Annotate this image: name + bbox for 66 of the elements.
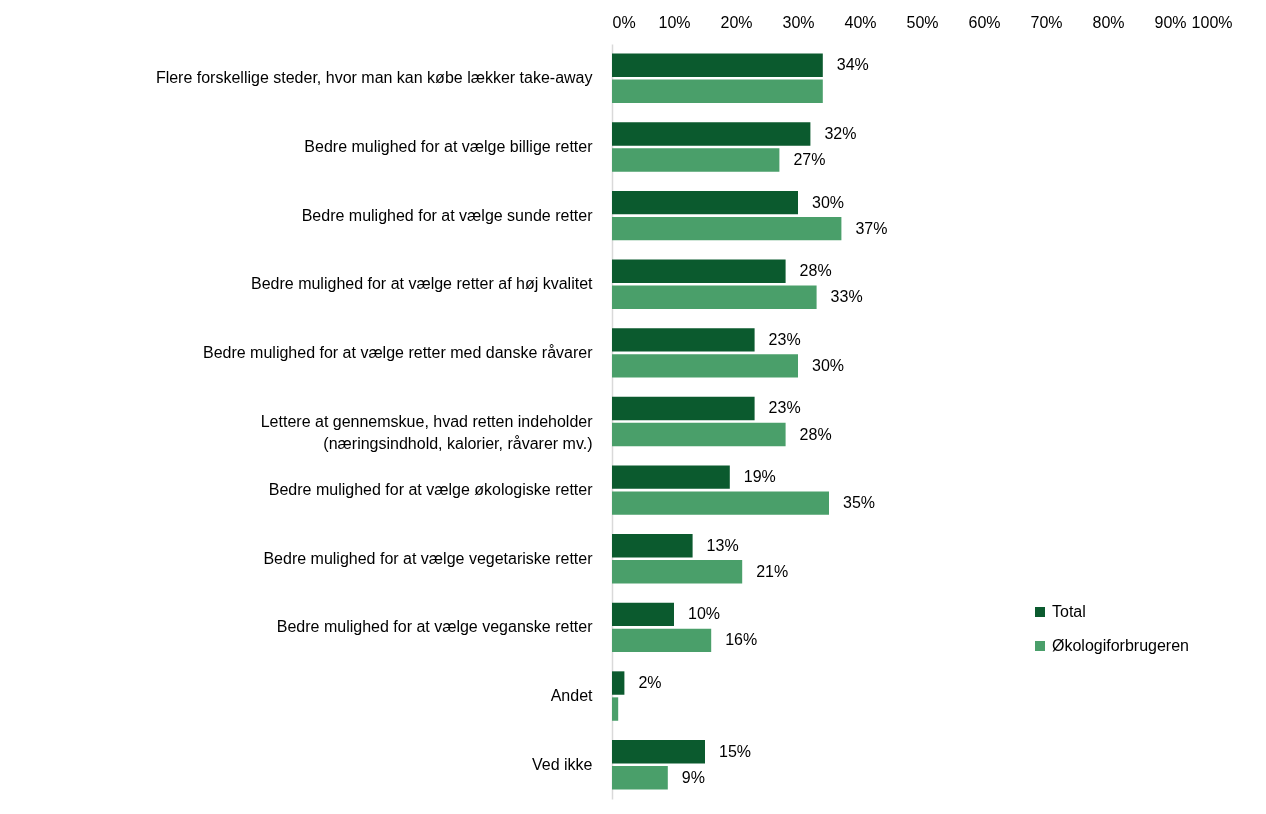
bar (612, 491, 829, 515)
data-label: 28% (799, 425, 832, 443)
bar (612, 628, 712, 653)
legend-label: Økologiforbrugeren (1052, 637, 1189, 654)
x-tick-label: 100% (1191, 13, 1233, 31)
x-tick-label: 90% (1154, 13, 1187, 31)
data-label: 32% (824, 124, 857, 142)
data-label: 2% (638, 674, 662, 692)
bar (612, 739, 705, 764)
x-tick-label: 0% (612, 13, 636, 31)
bar (612, 216, 842, 241)
y-tick-label: Bedre mulighed for at vælge veganske retter (276, 618, 594, 636)
data-label: 23% (768, 399, 801, 417)
y-tick-label: Bedre mulighed for at vælge retter af høj kvalitet (251, 275, 594, 293)
data-label: 28% (799, 262, 832, 280)
y-tick-label: Lettere at gennemskue, hvad retten indeholder (næringsindhold, kalorier, råvarer mv.) (260, 412, 594, 452)
data-label: 19% (743, 468, 776, 486)
y-tick-label: Bedre mulighed for at vælge retter med danske råvarer (202, 343, 594, 361)
y-tick-label: Flere forskellige steder, hvor man kan købe lækker take-away (155, 69, 593, 87)
bar (612, 422, 786, 447)
y-tick-label: Bedre mulighed for at vælge vegetariske retter (263, 549, 594, 567)
y-tick-label: Bedre mulighed for at vælge billige retter (304, 137, 594, 155)
bar (612, 285, 817, 309)
data-label: 16% (725, 631, 758, 649)
legend-label: Total (1052, 603, 1086, 620)
x-tick-label: 10% (658, 13, 691, 31)
bar (612, 671, 625, 695)
x-tick-label: 20% (720, 13, 753, 31)
data-label: 10% (688, 605, 721, 623)
bar (612, 122, 811, 146)
bar (612, 697, 619, 721)
data-label: 33% (830, 288, 863, 306)
y-tick-label: Bedre mulighed for at vælge sunde retter (301, 206, 594, 224)
bar (612, 354, 798, 378)
bar (612, 465, 730, 489)
bar (612, 602, 674, 627)
bar (612, 560, 743, 584)
bar (612, 190, 798, 215)
x-tick-label: 40% (844, 13, 877, 31)
data-label: 37% (855, 219, 888, 237)
x-tick-label: 70% (1030, 13, 1063, 31)
data-label: 21% (756, 562, 789, 580)
bar (612, 534, 693, 558)
data-label: 30% (812, 356, 845, 374)
bar (612, 765, 668, 790)
y-tick-label: Bedre mulighed for at vælge økologiske retter (268, 481, 594, 499)
bar (612, 396, 755, 421)
bar (612, 79, 823, 104)
x-tick-label: 80% (1092, 13, 1125, 31)
x-tick-label: 50% (906, 13, 939, 31)
data-label: 15% (719, 742, 752, 760)
bar (612, 328, 755, 352)
data-label: 35% (843, 494, 876, 512)
data-label: 9% (681, 768, 705, 786)
y-tick-label: Ved ikke (532, 755, 593, 773)
x-tick-label: 60% (968, 13, 1001, 31)
y-tick-label: Andet (550, 687, 594, 705)
data-label: 13% (706, 536, 739, 554)
bar (612, 53, 823, 78)
x-tick-label: 30% (782, 13, 815, 31)
bar (612, 259, 786, 283)
data-label: 30% (812, 193, 845, 211)
bar (612, 148, 780, 172)
data-label: 34% (836, 56, 869, 74)
data-label: 23% (768, 330, 801, 348)
data-label: 27% (793, 150, 826, 168)
